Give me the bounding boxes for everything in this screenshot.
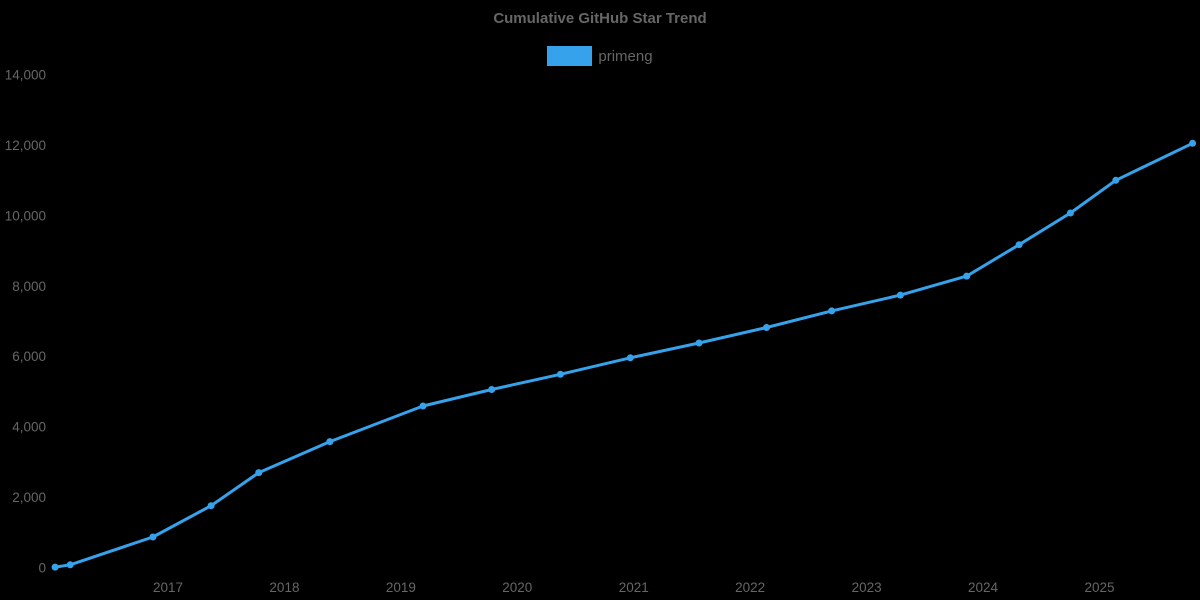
data-point [149,533,157,541]
data-point [556,370,564,378]
data-point [963,272,971,280]
data-point [763,324,770,331]
x-axis-tick-label: 2020 [502,580,532,595]
data-point [419,402,427,410]
x-axis-tick-label: 2017 [153,580,183,595]
data-point [626,354,634,362]
y-axis-tick-label: 10,000 [5,208,46,223]
data-point [255,469,263,477]
y-axis-tick-label: 14,000 [5,68,46,83]
line-series-primeng [53,141,1195,569]
y-axis-tick-label: 8,000 [12,279,46,294]
y-axis-tick-label: 12,000 [5,138,46,153]
x-axis-tick-label: 2025 [1084,580,1114,595]
y-axis-tick-label: 6,000 [12,349,46,364]
data-point [695,339,703,347]
data-point [1189,139,1197,147]
data-point [51,563,59,571]
data-point [896,291,904,299]
data-point [66,561,74,569]
x-axis-tick-label: 2021 [619,580,649,595]
data-point [207,502,215,510]
legend-swatch-primeng [547,46,593,66]
x-axis-tick-label: 2019 [386,580,416,595]
x-axis-tick-label: 2024 [968,580,999,595]
data-point [1066,209,1074,217]
legend: primeng [0,46,1200,66]
data-point [488,386,496,393]
y-axis-tick-label: 0 [38,561,46,576]
x-axis-tick-label: 2023 [852,580,882,595]
x-axis-tick-label: 2022 [735,580,765,595]
y-axis-tick-label: 4,000 [12,420,46,435]
chart-title: Cumulative GitHub Star Trend [493,10,707,27]
data-point [1015,241,1023,249]
x-axis-tick-label: 2018 [269,580,299,595]
data-point [1112,176,1120,184]
data-point [326,438,334,446]
y-axis-tick-label: 2,000 [12,490,46,505]
data-point [828,307,836,315]
legend-label-primeng: primeng [598,47,653,65]
